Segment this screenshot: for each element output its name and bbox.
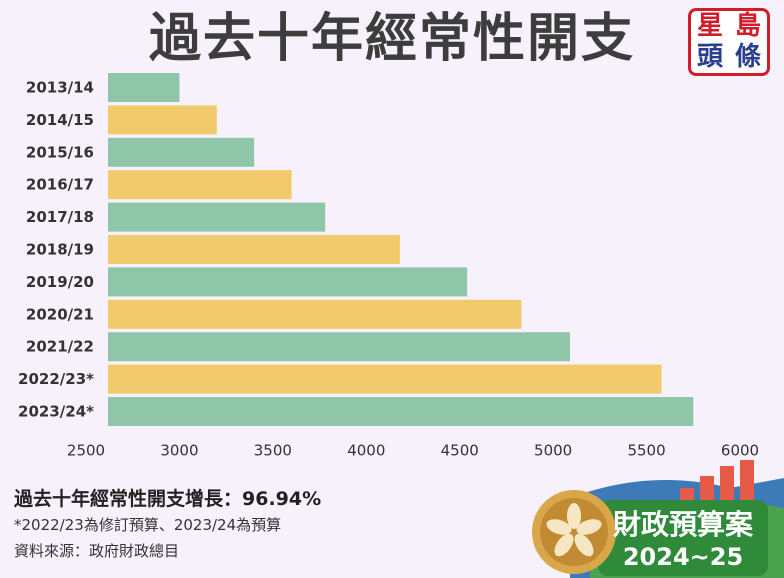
source-note: 資料來源：政府財政總目: [14, 542, 180, 560]
category-label: 2018/19: [26, 241, 94, 259]
x-tick-label: 6000: [721, 441, 759, 459]
bar-2021-22: [108, 332, 570, 362]
x-tick-label: 4500: [441, 441, 479, 459]
badge-line2: 2024~25: [623, 543, 743, 571]
bar-2019-20: [108, 267, 468, 297]
bar-2013-14: [108, 73, 180, 102]
bar-chart: 2013/14 2014/15 2015/16 2016/17 2017/18 2018/…: [18, 73, 759, 459]
bar-2020-21: [108, 299, 522, 329]
logo-char: 星: [696, 11, 723, 41]
category-label: 2015/16: [26, 143, 94, 161]
bar-2015-16: [108, 137, 255, 167]
logo-char: 島: [734, 11, 761, 41]
budget-badge: 財政預算案 2024~25: [532, 460, 784, 578]
x-tick-label: 2500: [67, 441, 105, 459]
category-label: 2020/21: [26, 305, 94, 323]
category-label: 2021/22: [26, 338, 94, 356]
bar-2014-15: [108, 105, 217, 135]
badge-line1: 財政預算案: [613, 508, 754, 541]
sing-tao-logo: 星 島 頭 條: [688, 8, 770, 76]
x-tick-label: 3500: [254, 441, 292, 459]
x-tick-label: 3000: [160, 441, 198, 459]
growth-note: 過去十年經常性開支增長：96.94%: [14, 488, 322, 510]
badge-panel: [598, 500, 768, 576]
footnote: *2022/23為修訂預算、2023/24為預算: [14, 516, 282, 534]
category-label: 2014/15: [26, 111, 94, 129]
bauhinia-flower-icon: [546, 503, 602, 557]
bar-2016-17: [108, 170, 292, 200]
logo-char: 條: [734, 42, 761, 72]
category-label: 2016/17: [26, 176, 94, 194]
category-label: 2022/23*: [18, 370, 94, 388]
bar-2023-24-: [108, 397, 694, 426]
bar-2017-18: [108, 202, 326, 232]
category-label: 2017/18: [26, 208, 94, 226]
category-label: 2023/24*: [18, 403, 94, 421]
x-tick-label: 4000: [347, 441, 385, 459]
page-title: 過去十年經常性開支: [148, 9, 635, 69]
category-label: 2019/20: [26, 273, 94, 291]
x-tick-label: 5000: [534, 441, 572, 459]
bar-2018-19: [108, 235, 400, 264]
category-label: 2013/14: [26, 79, 94, 97]
x-tick-label: 5500: [627, 441, 665, 459]
bar-2022-23-: [108, 364, 662, 394]
logo-char: 頭: [696, 42, 723, 72]
